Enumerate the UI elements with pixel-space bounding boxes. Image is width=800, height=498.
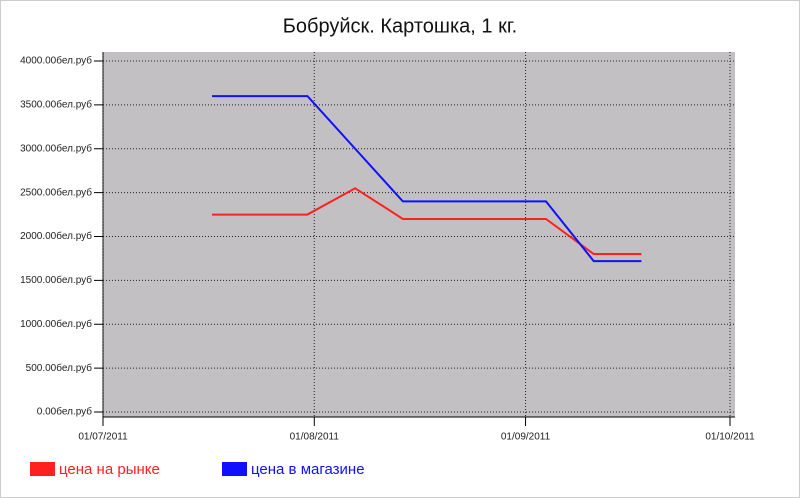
y-tick-label: 2500.00бел.руб <box>20 186 92 198</box>
plot-area <box>103 52 735 417</box>
legend-label: цена в магазине <box>251 461 365 478</box>
y-tick-label: 1000.00бел.руб <box>20 318 92 330</box>
y-tick-label: 3000.00бел.руб <box>20 142 92 154</box>
x-tick-label: 01/08/2011 <box>290 432 340 443</box>
y-tick-label: 500.00бел.руб <box>26 362 93 374</box>
chart-title: Бобруйск. Картошка, 1 кг. <box>283 15 517 37</box>
y-tick-label: 4000.00бел.руб <box>20 55 92 67</box>
y-tick-label: 1500.00бел.руб <box>20 274 92 286</box>
y-tick-label: 2000.00бел.руб <box>20 230 92 242</box>
legend-swatch <box>30 462 55 476</box>
x-tick-label: 01/10/2011 <box>705 432 755 443</box>
y-tick-label: 3500.00бел.руб <box>20 99 92 111</box>
x-tick-label: 01/07/2011 <box>78 432 128 443</box>
legend-label: цена на рынке <box>59 461 160 478</box>
series-line <box>212 187 642 256</box>
series-line <box>212 95 642 263</box>
x-tick-label: 01/09/2011 <box>501 432 551 443</box>
y-tick-label: 0.00бел.руб <box>37 406 92 418</box>
legend-swatch <box>222 462 247 476</box>
